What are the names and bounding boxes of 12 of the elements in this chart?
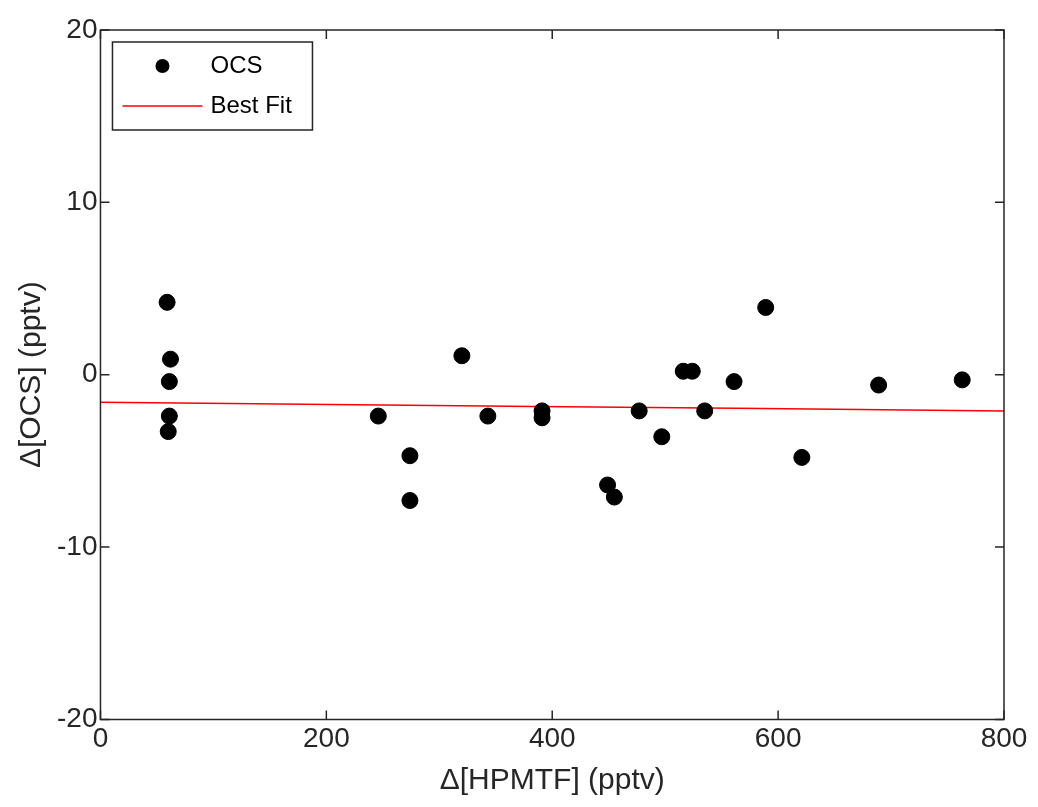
x-axis-title: Δ[HPMTF] (pptv) xyxy=(439,762,665,796)
y-tick-label: 0 xyxy=(81,357,98,389)
y-tick-label: 20 xyxy=(66,12,98,44)
y-tick-label: -10 xyxy=(57,529,98,561)
x-tick-label: 600 xyxy=(754,721,802,753)
x-tick-label: 800 xyxy=(980,721,1028,753)
legend-label: OCS xyxy=(210,50,263,78)
legend-label: Best Fit xyxy=(210,90,293,118)
y-axis-title: Δ[OCS] (pptv) xyxy=(13,281,47,469)
y-tick-label: 10 xyxy=(66,185,98,217)
x-tick-label: 400 xyxy=(528,721,576,753)
x-tick-label: 200 xyxy=(302,721,350,753)
